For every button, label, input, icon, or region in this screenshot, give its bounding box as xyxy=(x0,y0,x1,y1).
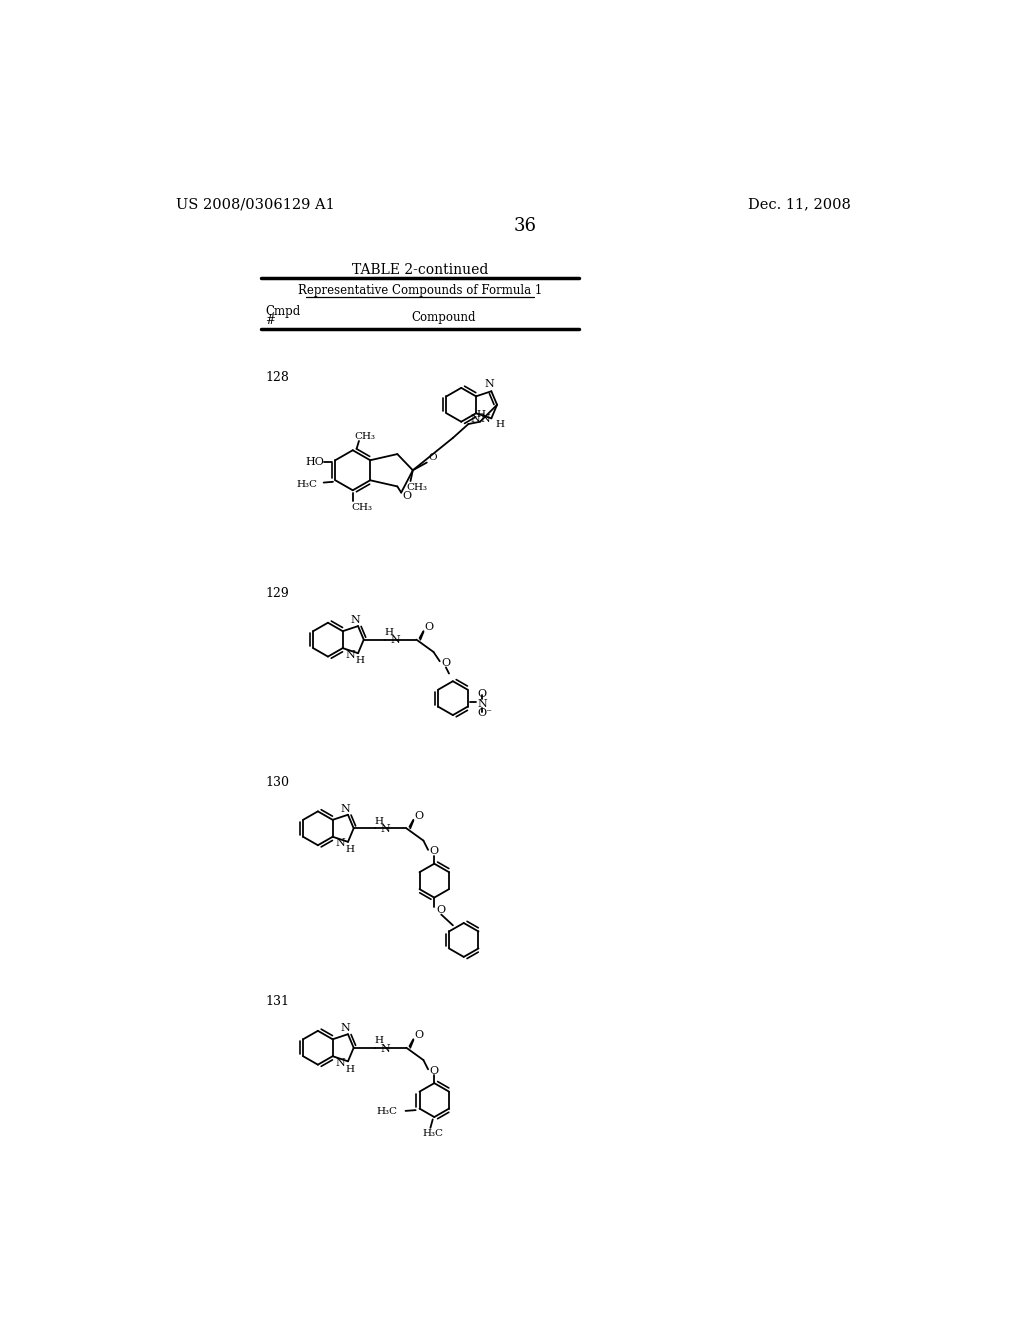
Text: N: N xyxy=(335,838,345,849)
Text: O: O xyxy=(424,622,433,632)
Text: O: O xyxy=(436,906,445,915)
Text: O: O xyxy=(477,689,486,700)
Text: H: H xyxy=(476,411,485,420)
Text: 130: 130 xyxy=(265,776,289,788)
Text: N: N xyxy=(484,379,494,389)
Text: US 2008/0306129 A1: US 2008/0306129 A1 xyxy=(176,198,335,211)
Text: O: O xyxy=(414,810,423,821)
Text: N: N xyxy=(391,635,400,645)
Text: H: H xyxy=(375,1036,384,1045)
Text: O⁻: O⁻ xyxy=(477,708,493,718)
Text: O: O xyxy=(402,491,412,502)
Text: H: H xyxy=(356,656,365,665)
Text: N: N xyxy=(351,615,360,624)
Text: N: N xyxy=(471,414,480,425)
Text: N: N xyxy=(480,414,489,424)
Text: CH₃: CH₃ xyxy=(354,432,376,441)
Text: O: O xyxy=(428,454,437,462)
Text: N: N xyxy=(477,698,487,709)
Text: 129: 129 xyxy=(265,587,289,601)
Text: Dec. 11, 2008: Dec. 11, 2008 xyxy=(748,198,851,211)
Text: H: H xyxy=(346,1064,354,1073)
Text: N: N xyxy=(335,1057,345,1068)
Text: O: O xyxy=(441,657,451,668)
Text: 131: 131 xyxy=(265,995,289,1008)
Text: Compound: Compound xyxy=(412,312,476,325)
Text: H₃C: H₃C xyxy=(377,1107,398,1117)
Text: TABLE 2-continued: TABLE 2-continued xyxy=(352,263,488,277)
Text: HO: HO xyxy=(306,457,325,467)
Text: H: H xyxy=(346,845,354,854)
Text: #: # xyxy=(265,314,275,327)
Text: N: N xyxy=(381,824,390,834)
Text: Cmpd: Cmpd xyxy=(265,305,300,318)
Text: H₃C: H₃C xyxy=(297,479,317,488)
Text: N: N xyxy=(341,1023,350,1034)
Text: CH₃: CH₃ xyxy=(351,503,372,512)
Text: H₃C: H₃C xyxy=(423,1130,443,1138)
Text: O: O xyxy=(414,1031,423,1040)
Text: H: H xyxy=(375,817,384,826)
Text: O: O xyxy=(430,846,438,857)
Text: H: H xyxy=(496,420,504,429)
Text: O: O xyxy=(430,1065,438,1076)
Text: 36: 36 xyxy=(513,218,537,235)
Text: H: H xyxy=(385,628,394,638)
Text: CH₃: CH₃ xyxy=(407,483,428,491)
Text: N: N xyxy=(345,649,355,660)
Text: N: N xyxy=(381,1044,390,1053)
Text: 128: 128 xyxy=(265,371,289,384)
Text: Representative Compounds of Formula 1: Representative Compounds of Formula 1 xyxy=(298,284,543,297)
Text: N: N xyxy=(341,804,350,813)
